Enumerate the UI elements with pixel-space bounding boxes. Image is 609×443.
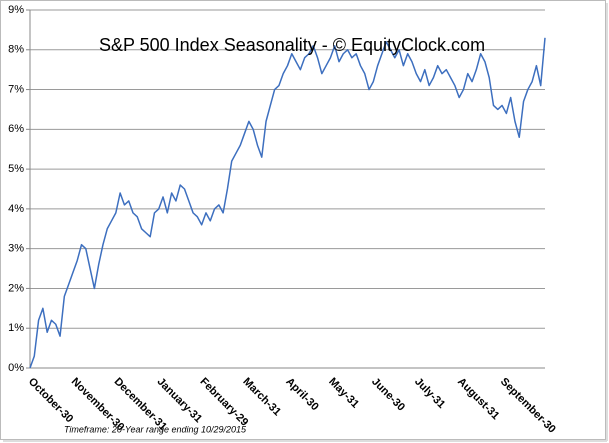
y-tick-label: 9% (8, 4, 24, 16)
data-line (29, 37, 546, 369)
y-tick-label: 2% (8, 282, 24, 294)
y-tick-label: 8% (8, 44, 24, 56)
chart-title: S&P 500 Index Seasonality - © EquityCloc… (99, 35, 485, 55)
y-tick-label: 3% (8, 243, 24, 255)
footnote: Timeframe: 20-Year range ending 10/29/20… (64, 424, 247, 434)
y-tick-label: 5% (8, 163, 24, 175)
y-tick-label: 4% (8, 203, 24, 215)
y-tick-label: 1% (8, 322, 24, 334)
y-tick-label: 7% (8, 83, 24, 95)
y-tick-label: 0% (8, 362, 24, 374)
y-tick-label: 6% (8, 123, 24, 135)
